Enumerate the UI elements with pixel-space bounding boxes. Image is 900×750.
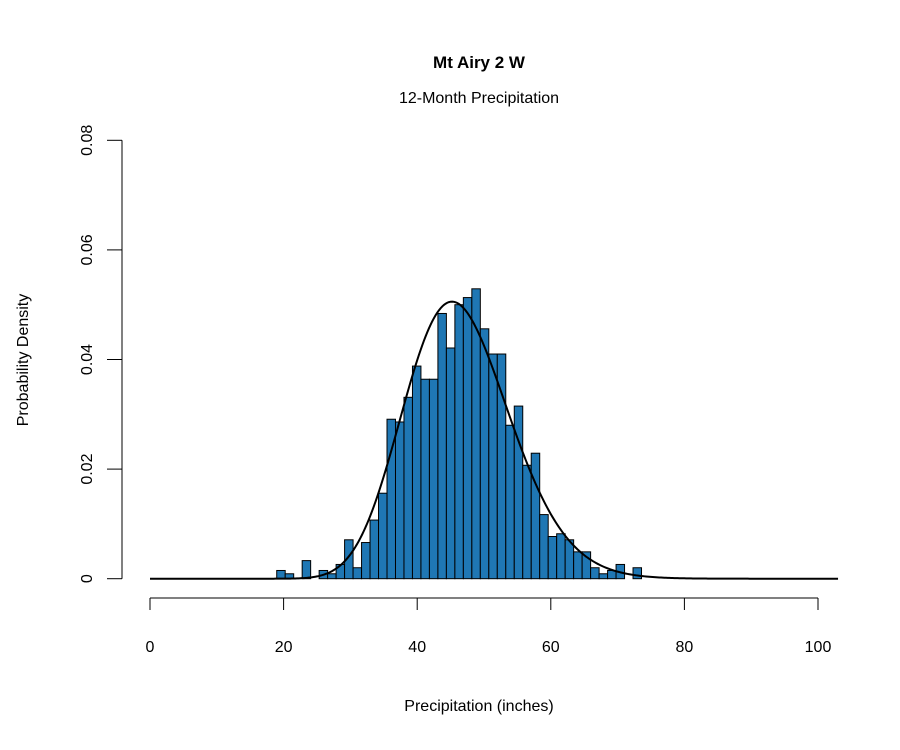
bars-group xyxy=(276,288,643,580)
x-tick-label: 40 xyxy=(408,639,426,656)
histogram-bar xyxy=(590,567,600,580)
fitted-density-curve xyxy=(150,300,839,580)
histogram-bar xyxy=(462,297,473,580)
histogram-bar xyxy=(496,353,507,580)
y-tick-label: 0 xyxy=(79,574,96,583)
histogram-bar xyxy=(479,328,490,580)
axes-group: 0 20 40 60 80 100 0 0.02 0.04 0.06 0.08 xyxy=(79,125,831,656)
histogram-bar xyxy=(530,452,541,580)
y-axis-label: Probability Density xyxy=(15,294,32,427)
histogram-bar xyxy=(573,551,583,580)
histogram-bar xyxy=(539,514,549,580)
x-tick-label: 100 xyxy=(805,639,832,656)
x-tick-label: 20 xyxy=(275,639,293,656)
histogram-bar xyxy=(420,378,430,580)
histogram-bar xyxy=(581,551,592,580)
x-axis-label: Precipitation (inches) xyxy=(404,698,553,715)
histogram-bar xyxy=(327,573,337,580)
histogram-bar xyxy=(301,560,312,580)
histogram-bar xyxy=(488,353,498,580)
histogram-bar xyxy=(454,304,464,580)
histogram-bar xyxy=(556,533,566,580)
histogram-bar xyxy=(547,536,558,580)
histogram-bar xyxy=(378,492,388,580)
histogram-bar xyxy=(276,569,286,580)
x-tick-label: 0 xyxy=(146,639,155,656)
histogram-bar xyxy=(403,396,413,580)
y-tick-label: 0.08 xyxy=(79,125,96,156)
y-tick-label: 0.04 xyxy=(79,344,96,375)
histogram-bar xyxy=(522,464,532,580)
histogram-bar xyxy=(411,365,422,580)
histogram-bar xyxy=(632,567,643,580)
histogram-bar xyxy=(352,567,363,580)
y-tick-label: 0.06 xyxy=(79,234,96,265)
chart-subtitle: 12-Month Precipitation xyxy=(399,90,559,107)
histogram-bar xyxy=(598,573,609,580)
histogram-bar xyxy=(361,542,371,580)
histogram-bar xyxy=(445,347,456,580)
x-tick-label: 80 xyxy=(676,639,694,656)
chart-title: Mt Airy 2 W xyxy=(433,53,526,72)
histogram-bar xyxy=(344,539,354,580)
histogram-bar xyxy=(428,378,439,580)
histogram-bar xyxy=(369,519,380,580)
histogram-bar xyxy=(505,424,515,580)
y-tick-label: 0.02 xyxy=(79,453,96,484)
x-tick-label: 60 xyxy=(542,639,560,656)
histogram-bar xyxy=(437,312,447,580)
histogram-bar xyxy=(394,421,405,580)
